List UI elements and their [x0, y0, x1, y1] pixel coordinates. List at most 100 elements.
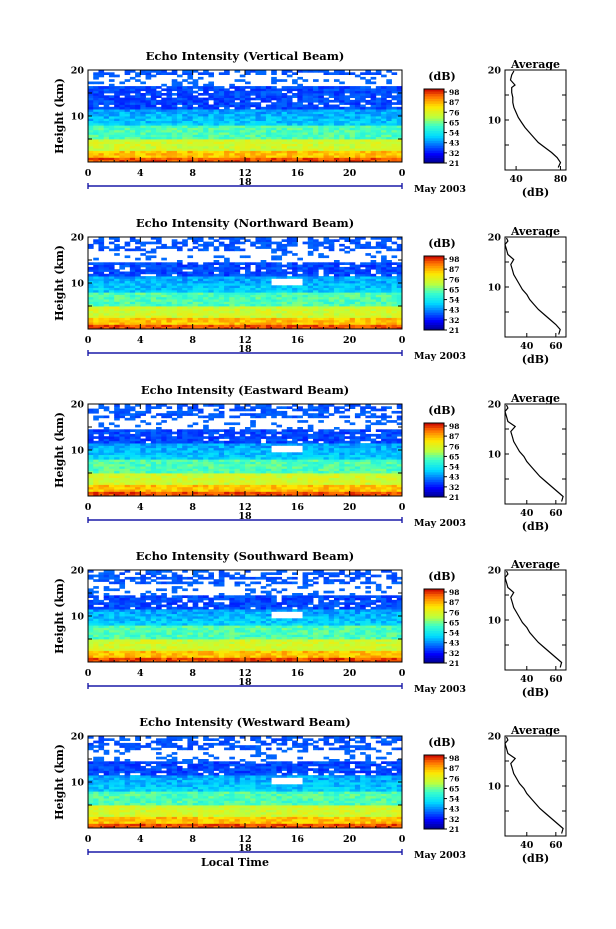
heatmap-cell: [124, 79, 131, 82]
heatmap-cell: [281, 148, 288, 151]
heatmap-cell: [375, 479, 382, 483]
heatmap-cell: [145, 269, 152, 272]
heatmap-cell: [349, 86, 356, 89]
profile-x-label: (dB): [522, 353, 549, 366]
heatmap-cell: [119, 306, 126, 309]
heatmap-cell: [197, 129, 204, 133]
heatmap-cell: [313, 489, 319, 492]
heatmap-cell: [234, 113, 241, 117]
heatmap-cell: [318, 312, 324, 316]
heatmap-cell: [135, 287, 141, 291]
heatmap-cell: [318, 141, 324, 144]
heatmap-cell: [135, 473, 141, 476]
heatmap-cell: [323, 289, 330, 293]
heatmap-cell: [354, 127, 361, 131]
heatmap-cell: [276, 246, 283, 249]
heatmap-cell: [239, 322, 246, 325]
heatmap-cell: [375, 468, 382, 472]
heatmap-cell: [381, 113, 387, 117]
heatmap-cell: [339, 120, 345, 124]
heatmap-cell: [182, 289, 188, 293]
heatmap-cell: [292, 322, 298, 325]
heatmap-cell: [318, 129, 324, 133]
heatmap-cell: [166, 120, 173, 124]
profile-y-tick-label: 20: [488, 66, 502, 77]
heatmap-cell: [255, 239, 262, 242]
heatmap-cell: [93, 324, 99, 328]
heatmap-cell: [145, 283, 152, 286]
heatmap-cell: [119, 326, 126, 330]
heatmap-cell: [234, 264, 241, 268]
heatmap-cell: [203, 473, 209, 476]
heatmap-cell: [150, 319, 157, 323]
heatmap-cell: [396, 324, 403, 328]
heatmap-cell: [156, 134, 162, 138]
heatmap-cell: [218, 159, 225, 163]
heatmap-cell: [114, 141, 120, 144]
heatmap-cell: [124, 466, 131, 469]
heatmap-cell: [119, 266, 126, 270]
colorbar-segment: [424, 293, 444, 296]
heatmap-cell: [156, 324, 162, 328]
heatmap-cell: [88, 312, 94, 316]
heatmap-cell: [182, 482, 188, 485]
heatmap-cell: [88, 301, 94, 305]
heatmap-cell: [307, 477, 314, 481]
heatmap-cell: [271, 262, 277, 265]
heatmap-cell: [250, 104, 256, 108]
heatmap-cell: [213, 484, 220, 488]
heatmap-cell: [297, 310, 303, 314]
heatmap-cell: [98, 294, 105, 298]
heatmap-cell: [245, 475, 251, 478]
heatmap-cell: [93, 312, 99, 316]
heatmap-cell: [318, 157, 324, 161]
heatmap-cell: [318, 120, 324, 124]
heatmap-cell: [328, 296, 335, 300]
heatmap-cell: [140, 253, 146, 256]
heatmap-cell: [302, 285, 309, 288]
heatmap-cell: [135, 116, 141, 119]
heatmap-cell: [265, 118, 272, 121]
heatmap-cell: [333, 116, 340, 119]
heatmap-cell: [203, 287, 209, 291]
heatmap-cell: [129, 86, 136, 89]
heatmap-cell: [218, 271, 225, 275]
heatmap-cell: [333, 139, 340, 142]
profile-line: [509, 70, 562, 168]
heatmap-cell: [140, 136, 146, 140]
heatmap-cell: [140, 150, 146, 154]
heatmap-cell: [281, 285, 288, 288]
heatmap-cell: [328, 491, 335, 495]
heatmap-cell: [93, 143, 99, 147]
heatmap-cell: [156, 299, 162, 302]
heatmap-cell: [307, 120, 314, 124]
heatmap-cell: [323, 127, 330, 131]
heatmap-cell: [292, 308, 298, 311]
heatmap-cell: [333, 491, 340, 495]
heatmap-cell: [302, 132, 309, 135]
heatmap-cell: [135, 470, 141, 474]
heatmap-cell: [129, 310, 136, 314]
heatmap-cell: [156, 319, 162, 323]
heatmap-cell: [161, 266, 167, 270]
heatmap-cell: [370, 95, 377, 98]
heatmap-cell: [224, 237, 230, 240]
heatmap-cell: [328, 280, 335, 284]
heatmap-cell: [386, 86, 392, 89]
heatmap-cell: [391, 97, 398, 101]
heatmap-cell: [344, 111, 351, 115]
heatmap-cell: [145, 90, 152, 94]
heatmap-cell: [391, 111, 398, 115]
colorbar-tick-label: 76: [449, 108, 459, 117]
heatmap-cell: [271, 273, 277, 277]
heatmap-cell: [229, 113, 235, 117]
heatmap-cell: [192, 79, 199, 82]
heatmap-cell: [119, 484, 126, 488]
heatmap-cell: [98, 148, 105, 151]
heatmap-cell: [171, 473, 178, 476]
heatmap-cell: [265, 148, 272, 151]
heatmap-cell: [381, 482, 387, 485]
heatmap-cell: [187, 255, 194, 259]
heatmap-cell: [245, 468, 251, 472]
heatmap-cell: [182, 486, 188, 490]
